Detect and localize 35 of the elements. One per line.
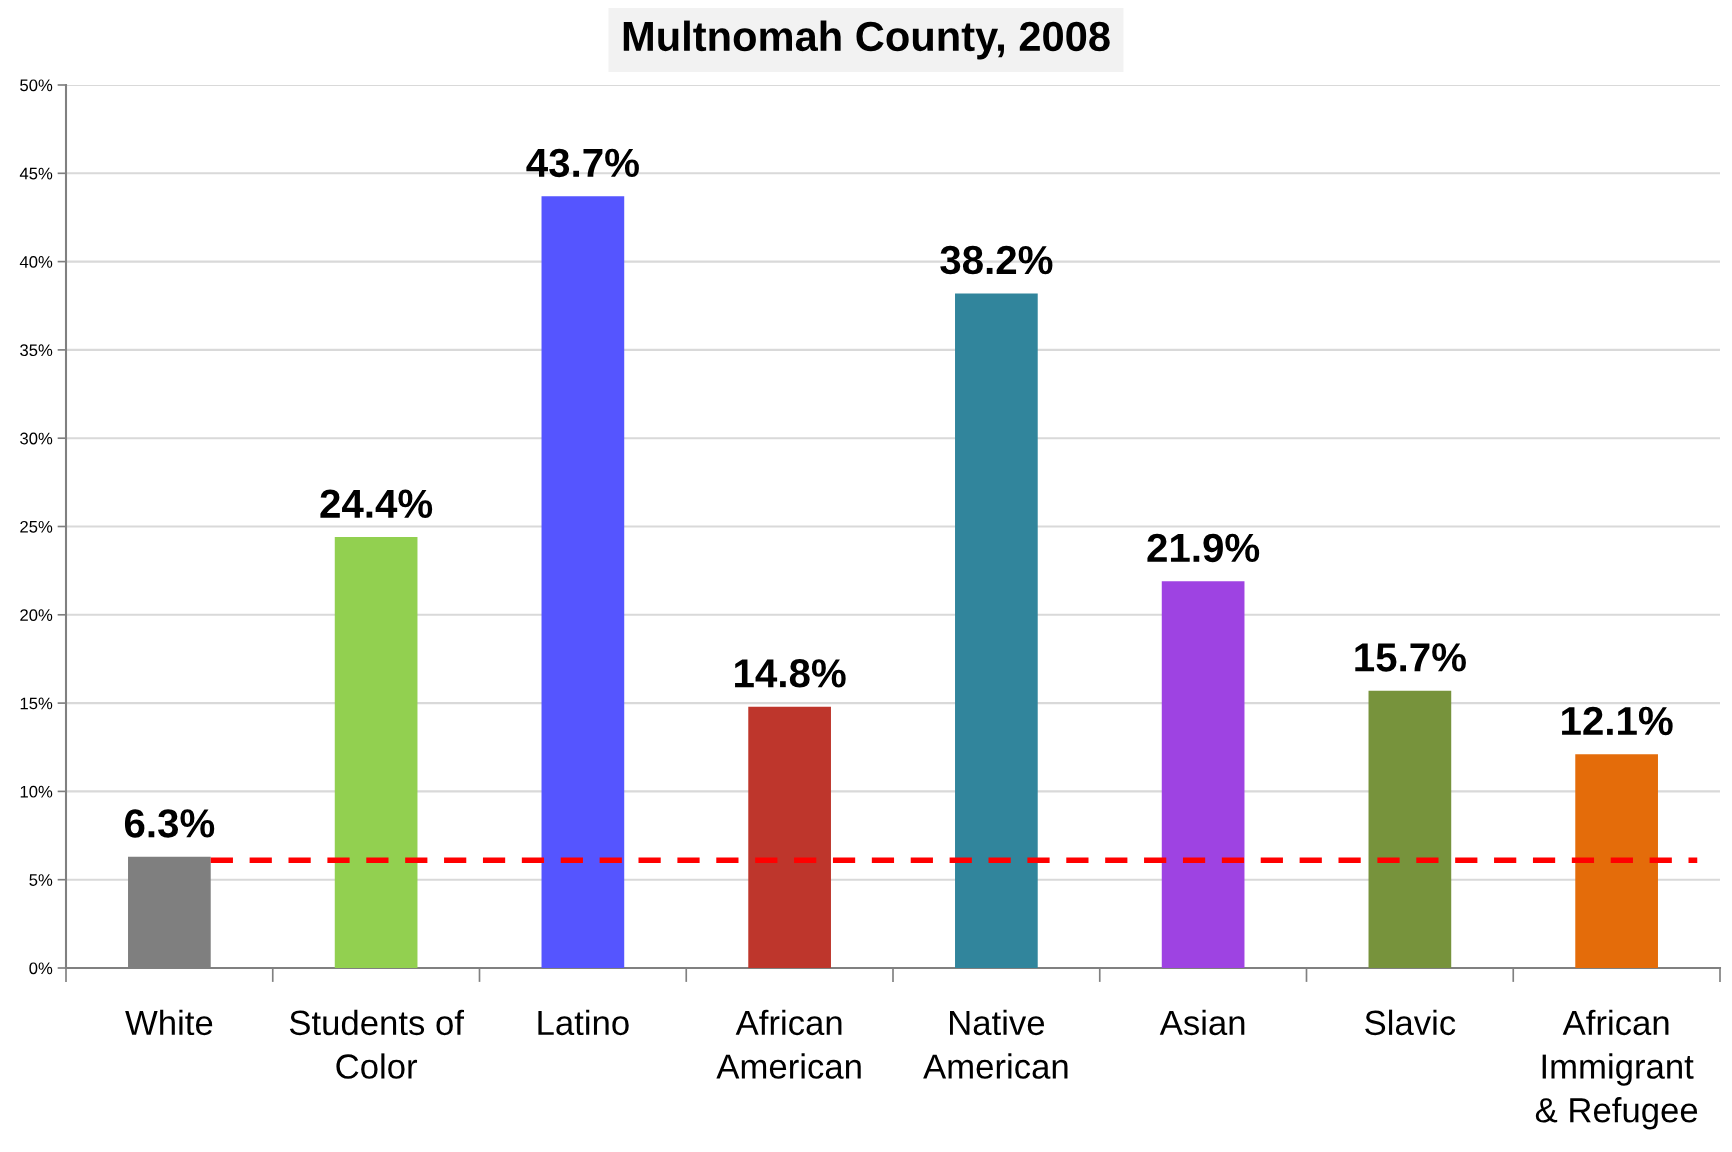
x-tick-label: Students of Color — [289, 1009, 465, 1079]
y-tick-label: 25% — [20, 520, 53, 533]
data-label: 21.9% — [1147, 533, 1260, 563]
data-label: 14.8% — [735, 659, 846, 688]
x-tick-label: African American — [716, 1009, 861, 1079]
y-tick-label: 50% — [20, 79, 53, 92]
bar — [748, 706, 831, 968]
bar — [1368, 690, 1452, 968]
x-tick-label: Asian — [1159, 1009, 1245, 1036]
bar — [955, 293, 1038, 968]
data-label: 15.7% — [1355, 643, 1466, 672]
data-label: 24.4% — [320, 489, 433, 518]
y-tick-label: 15% — [20, 697, 53, 710]
y-tick-label: 45% — [19, 167, 53, 180]
bar — [334, 537, 418, 968]
data-label: 43.7% — [526, 148, 639, 178]
y-tick-label: 20% — [20, 609, 53, 621]
y-tick-label: 30% — [20, 432, 53, 445]
chart-title: Multnomah County, 2008 — [623, 20, 1110, 60]
y-tick-label: 40% — [19, 256, 53, 268]
data-label: 12.1% — [1562, 706, 1673, 736]
bar — [541, 196, 625, 968]
x-tick-label: Native American — [923, 1009, 1068, 1079]
x-tick-label: African Immigrant & Refugee — [1535, 1009, 1698, 1130]
y-tick-label: 5% — [29, 874, 53, 886]
data-label: 38.2% — [940, 245, 1053, 275]
y-tick-label: 0% — [29, 962, 53, 975]
x-tick-label: Latino — [538, 1009, 629, 1036]
y-tick-label: 35% — [20, 344, 53, 357]
y-tick-label: 10% — [20, 785, 53, 798]
bar — [1575, 754, 1658, 968]
data-label: 6.3% — [124, 809, 215, 838]
x-tick-label: Slavic — [1365, 1009, 1456, 1036]
bar — [1161, 581, 1245, 968]
x-tick-label: White — [125, 1009, 213, 1036]
